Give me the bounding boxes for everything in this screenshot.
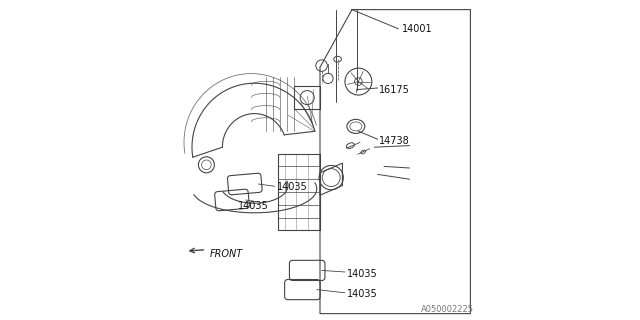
Text: 16175: 16175: [380, 84, 410, 95]
Text: A050002225: A050002225: [420, 305, 474, 314]
Text: 14035: 14035: [239, 201, 269, 212]
Text: 14738: 14738: [380, 136, 410, 146]
Text: 14035: 14035: [347, 289, 378, 300]
Text: FRONT: FRONT: [210, 249, 243, 260]
Text: 14035: 14035: [347, 268, 378, 279]
Text: 14035: 14035: [277, 182, 308, 192]
Text: 14001: 14001: [402, 24, 432, 34]
